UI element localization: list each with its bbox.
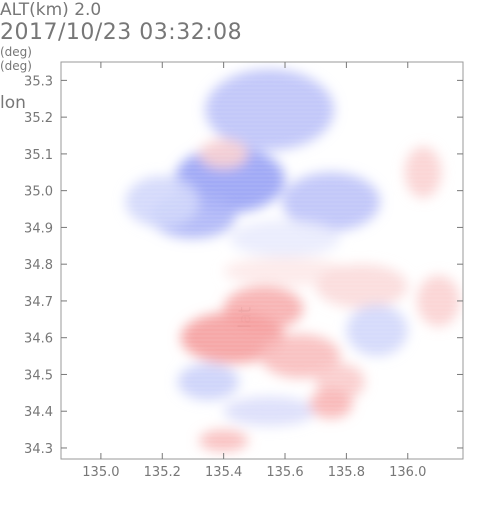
- velocity-region-4: [125, 175, 200, 228]
- x-tick-label: 135.6: [266, 465, 303, 480]
- velocity-field-fill: [125, 69, 460, 452]
- x-tick-label: 135.0: [82, 465, 119, 480]
- velocity-region-14: [223, 396, 316, 426]
- velocity-region-9: [180, 311, 286, 364]
- altitude-label: ALT(km) 2.0: [0, 0, 102, 20]
- plot-frame: [60, 61, 464, 460]
- y-tick-label: 35.2: [24, 111, 53, 126]
- velocity-region-5: [229, 220, 341, 257]
- x-tick-label: 135.8: [328, 465, 365, 480]
- scan-texture: [61, 79, 463, 453]
- velocity-field: [61, 69, 463, 453]
- y-tick-label: 34.4: [24, 405, 53, 420]
- x-axis-ticks: 135.0 135.2 135.4 135.6 135.8 136.0: [82, 62, 426, 480]
- y-tick-label: 35.0: [24, 185, 53, 200]
- velocity-region-15: [309, 389, 353, 419]
- y-tick-label: 34.3: [24, 442, 53, 457]
- y-tick-label: 34.5: [24, 368, 53, 383]
- y-axis-unit: (deg): [0, 45, 32, 59]
- y-axis-ticks: 34.3 34.4 34.5 34.6 34.7 34.8 34.9 35.0 35.1 35.2…: [24, 74, 463, 457]
- velocity-region-18: [404, 146, 442, 199]
- velocity-region-3: [281, 172, 381, 232]
- x-tick-label: 135.4: [205, 465, 242, 480]
- velocity-region-16: [199, 429, 249, 452]
- velocity-region-0: [205, 69, 335, 151]
- y-tick-label: 34.8: [24, 258, 53, 273]
- velocity-region-6: [223, 256, 347, 287]
- y-tick-label: 34.6: [24, 332, 53, 347]
- y-tick-label: 34.7: [24, 295, 53, 310]
- velocity-region-7: [315, 264, 408, 309]
- velocity-region-10: [260, 334, 341, 379]
- x-tick-label: 135.2: [144, 465, 181, 480]
- x-axis-unit: (deg): [0, 59, 32, 73]
- x-tick-label: 136.0: [389, 465, 426, 480]
- velocity-region-19: [199, 139, 249, 169]
- y-tick-label: 35.1: [24, 148, 53, 163]
- velocity-region-17: [416, 275, 460, 327]
- y-tick-label: 35.3: [24, 74, 53, 89]
- y-tick-label: 34.9: [24, 221, 53, 236]
- velocity-region-13: [177, 363, 239, 401]
- x-axis-label: lon: [0, 93, 26, 113]
- velocity-region-11: [346, 304, 408, 357]
- chart-title-timestamp: 2017/10/23 03:32:08: [0, 20, 243, 45]
